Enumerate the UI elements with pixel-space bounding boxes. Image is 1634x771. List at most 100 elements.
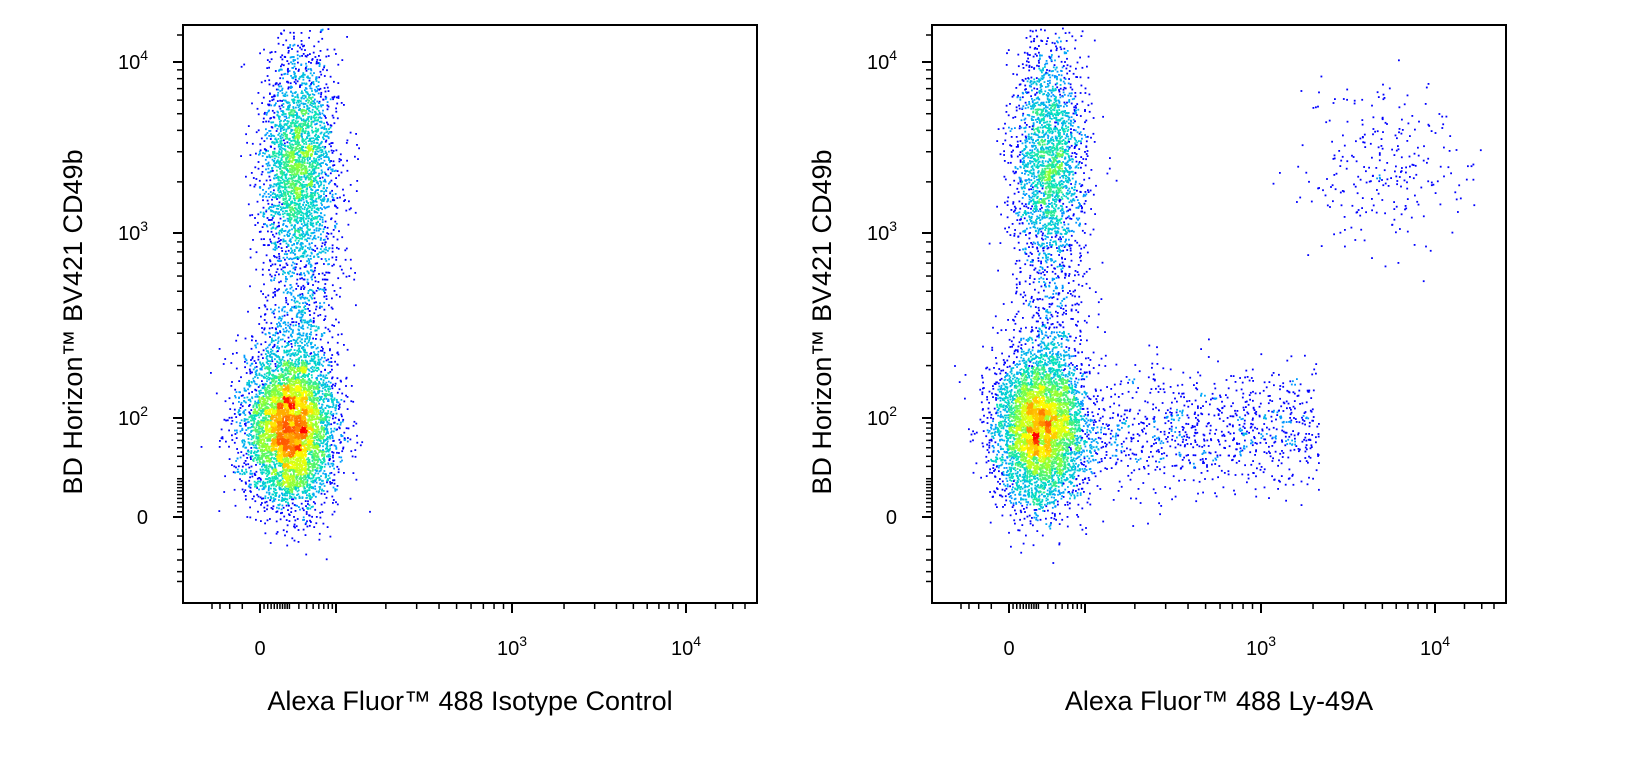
event-dot: [275, 403, 277, 405]
event-dot: [309, 432, 311, 434]
event-dot: [269, 385, 271, 387]
event-dot: [316, 463, 318, 465]
event-dot: [303, 488, 305, 490]
event-dot: [269, 518, 271, 520]
event-dot: [319, 539, 321, 541]
event-dot: [266, 350, 268, 352]
event-dot: [328, 420, 330, 422]
event-dot: [277, 472, 279, 474]
event-dot: [314, 450, 316, 452]
event-dot: [324, 493, 326, 495]
event-dot: [254, 500, 256, 502]
event-dot: [230, 362, 232, 364]
event-dot: [286, 505, 288, 507]
event-dot: [245, 409, 247, 411]
event-dot: [278, 450, 280, 452]
event-dot: [341, 399, 343, 401]
event-dot: [313, 495, 315, 497]
event-dot: [283, 507, 285, 509]
event-dot: [323, 379, 325, 381]
event-dot: [332, 406, 334, 408]
event-dot: [260, 449, 262, 451]
event-dot: [248, 393, 250, 395]
event-dot: [272, 476, 274, 478]
event-dot: [280, 416, 282, 418]
event-dot: [278, 348, 280, 350]
event-dot: [244, 361, 246, 363]
event-dot: [330, 406, 332, 408]
event-dot: [291, 537, 293, 539]
event-dot: [295, 483, 297, 485]
event-dot: [262, 401, 264, 403]
event-dot: [323, 421, 325, 423]
event-dot: [340, 424, 342, 426]
event-dot: [305, 477, 307, 479]
event-dot: [321, 406, 323, 408]
event-dot: [234, 430, 236, 432]
event-dot: [343, 432, 345, 434]
event-dot: [273, 458, 275, 460]
event-dot: [300, 404, 302, 406]
event-dot: [280, 464, 282, 466]
event-dot: [309, 504, 311, 506]
event-dot: [275, 363, 277, 365]
event-dot: [317, 436, 319, 438]
event-dot: [258, 390, 260, 392]
event-dot: [269, 365, 271, 367]
event-dot: [303, 473, 305, 475]
event-dot: [233, 466, 235, 468]
event-dot: [329, 438, 331, 440]
event-dot: [280, 437, 282, 439]
event-dot: [216, 393, 218, 395]
event-dot: [255, 362, 257, 364]
event-dot: [291, 491, 293, 493]
event-dot: [323, 483, 325, 485]
event-dot: [265, 437, 267, 439]
event-dot: [235, 340, 237, 342]
event-dot: [265, 532, 267, 534]
event-dot: [306, 449, 308, 451]
event-dot: [254, 481, 256, 483]
event-dot: [232, 353, 234, 355]
event-dot: [332, 437, 334, 439]
event-dot: [266, 359, 268, 361]
event-dot: [242, 405, 244, 407]
event-dot: [360, 444, 362, 446]
event-dot: [238, 471, 240, 473]
event-dot: [302, 449, 304, 451]
event-dot: [303, 442, 305, 444]
event-dot: [318, 403, 320, 405]
event-dot: [351, 385, 353, 387]
event-dot: [291, 466, 293, 468]
event-dot: [248, 382, 250, 384]
event-dot: [253, 447, 255, 449]
event-dot: [283, 516, 285, 518]
event-dot: [248, 480, 250, 482]
event-dot: [246, 516, 248, 518]
event-dot: [260, 435, 262, 437]
event-dot: [308, 493, 310, 495]
event-dot: [303, 375, 305, 377]
event-dot: [247, 388, 249, 390]
event-dot: [340, 414, 342, 416]
event-dot: [231, 439, 233, 441]
event-dot: [307, 327, 309, 329]
event-dot: [324, 352, 326, 354]
event-dot: [282, 356, 284, 358]
event-dot: [250, 458, 252, 460]
event-dot: [268, 446, 270, 448]
event-dot: [265, 495, 267, 497]
event-dot: [278, 362, 280, 364]
event-dot: [284, 361, 286, 363]
event-dot: [240, 457, 242, 459]
event-dot: [287, 364, 289, 366]
event-dot: [320, 479, 322, 481]
event-dot: [243, 491, 245, 493]
event-dot: [303, 519, 305, 521]
event-dot: [333, 431, 335, 433]
event-dot: [314, 474, 316, 476]
event-dot: [305, 497, 307, 499]
event-dot: [265, 341, 267, 343]
event-dot: [268, 458, 270, 460]
event-dot: [268, 352, 270, 354]
